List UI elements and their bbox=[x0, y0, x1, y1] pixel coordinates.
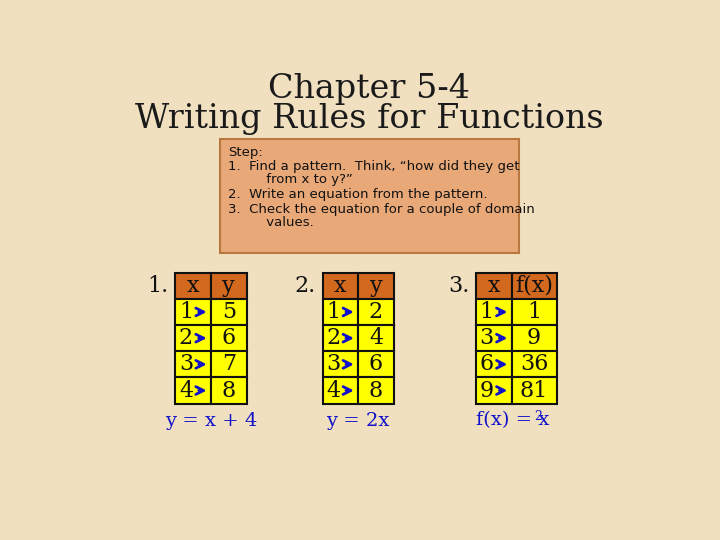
Text: 81: 81 bbox=[520, 380, 548, 402]
Text: 2: 2 bbox=[534, 410, 542, 423]
Bar bbox=[175, 351, 211, 377]
Bar bbox=[512, 377, 557, 403]
Bar bbox=[512, 299, 557, 325]
Bar bbox=[323, 299, 358, 325]
Bar bbox=[211, 377, 246, 403]
Bar bbox=[512, 325, 557, 351]
Text: 4: 4 bbox=[326, 380, 341, 402]
Bar bbox=[175, 299, 211, 325]
Text: 2: 2 bbox=[369, 301, 383, 323]
Text: 7: 7 bbox=[222, 353, 235, 375]
Bar bbox=[323, 377, 358, 403]
Text: 8: 8 bbox=[369, 380, 383, 402]
Text: 3.: 3. bbox=[449, 275, 469, 297]
Bar bbox=[476, 325, 512, 351]
Text: y: y bbox=[222, 275, 235, 297]
Text: 2.  Write an equation from the pattern.: 2. Write an equation from the pattern. bbox=[228, 188, 487, 201]
Bar bbox=[323, 273, 358, 299]
Text: 1: 1 bbox=[179, 301, 193, 323]
Bar bbox=[358, 325, 394, 351]
Text: 36: 36 bbox=[520, 353, 548, 375]
Text: 2: 2 bbox=[179, 327, 193, 349]
Text: 6: 6 bbox=[369, 353, 383, 375]
Bar bbox=[358, 377, 394, 403]
Text: x: x bbox=[186, 275, 199, 297]
Bar bbox=[323, 325, 358, 351]
Bar bbox=[175, 325, 211, 351]
Bar bbox=[476, 273, 512, 299]
Text: from x to y?”: from x to y?” bbox=[228, 173, 353, 186]
Bar bbox=[476, 377, 512, 403]
Text: 1.: 1. bbox=[148, 275, 168, 297]
Text: 2.: 2. bbox=[294, 275, 316, 297]
Text: 1.  Find a pattern.  Think, “how did they get: 1. Find a pattern. Think, “how did they … bbox=[228, 160, 519, 173]
Text: 8: 8 bbox=[222, 380, 236, 402]
Text: 1: 1 bbox=[480, 301, 494, 323]
Text: f(x) = x: f(x) = x bbox=[477, 411, 550, 429]
Bar bbox=[358, 351, 394, 377]
Text: 3: 3 bbox=[480, 327, 494, 349]
Text: 4: 4 bbox=[369, 327, 383, 349]
Text: 9: 9 bbox=[480, 380, 494, 402]
Bar bbox=[323, 351, 358, 377]
Text: 3.  Check the equation for a couple of domain: 3. Check the equation for a couple of do… bbox=[228, 204, 535, 217]
Text: 5: 5 bbox=[222, 301, 235, 323]
Text: 4: 4 bbox=[179, 380, 193, 402]
Bar bbox=[175, 377, 211, 403]
Bar bbox=[476, 299, 512, 325]
Text: 1: 1 bbox=[527, 301, 541, 323]
Text: 6: 6 bbox=[222, 327, 235, 349]
Bar bbox=[175, 273, 211, 299]
Text: Step:: Step: bbox=[228, 146, 263, 159]
Text: values.: values. bbox=[228, 215, 314, 229]
Text: y: y bbox=[369, 275, 382, 297]
Bar bbox=[358, 273, 394, 299]
Bar bbox=[211, 351, 246, 377]
Text: x: x bbox=[487, 275, 500, 297]
Text: 1: 1 bbox=[326, 301, 341, 323]
Text: Chapter 5-4: Chapter 5-4 bbox=[268, 73, 470, 105]
Bar bbox=[211, 299, 246, 325]
Text: y = 2x: y = 2x bbox=[326, 411, 390, 429]
Bar bbox=[358, 299, 394, 325]
Text: Writing Rules for Functions: Writing Rules for Functions bbox=[135, 103, 603, 134]
Text: 9: 9 bbox=[527, 327, 541, 349]
Bar bbox=[476, 351, 512, 377]
Text: 2: 2 bbox=[326, 327, 341, 349]
Bar bbox=[512, 273, 557, 299]
Text: 6: 6 bbox=[480, 353, 494, 375]
Text: 3: 3 bbox=[326, 353, 341, 375]
Bar bbox=[211, 325, 246, 351]
Bar bbox=[220, 139, 518, 253]
Text: f(x): f(x) bbox=[515, 275, 553, 297]
Bar bbox=[211, 273, 246, 299]
Bar bbox=[512, 351, 557, 377]
Text: x: x bbox=[334, 275, 346, 297]
Text: 3: 3 bbox=[179, 353, 193, 375]
Text: y = x + 4: y = x + 4 bbox=[165, 411, 257, 429]
